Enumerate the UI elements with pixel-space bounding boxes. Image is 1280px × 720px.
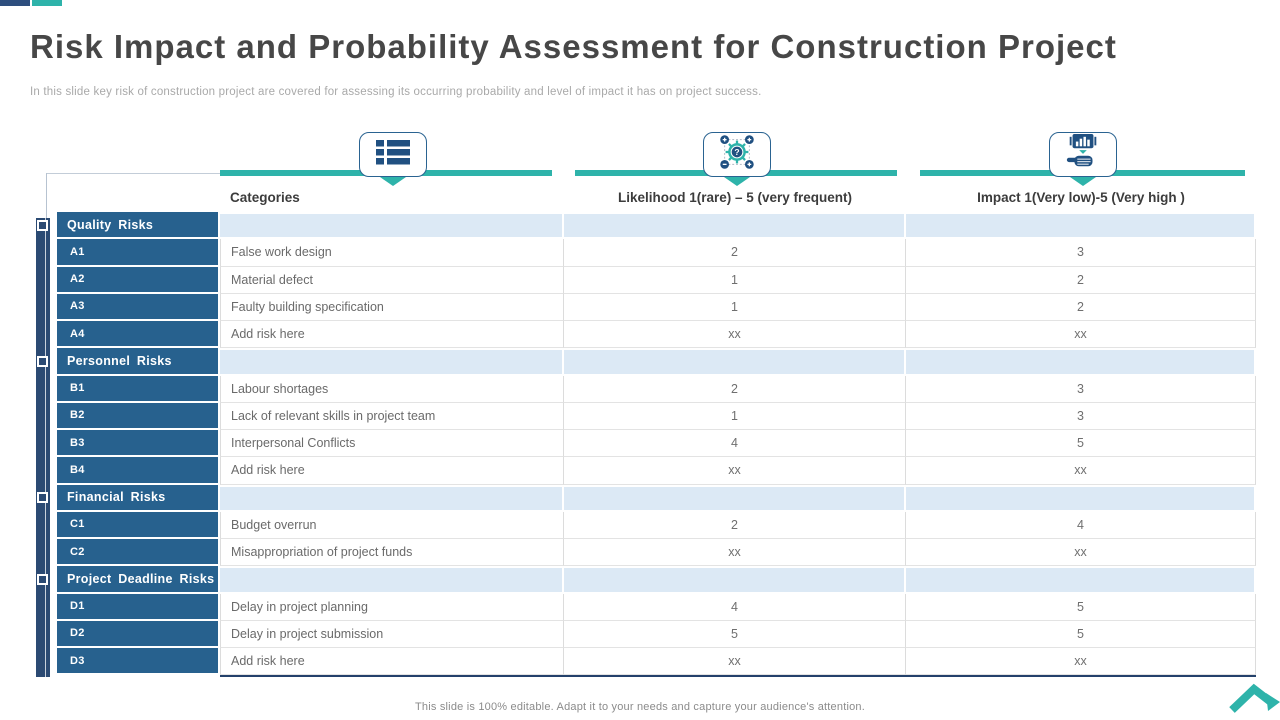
impact-value-cell: 3: [906, 239, 1256, 267]
likelihood-value-cell: 1: [564, 266, 906, 294]
likelihood-value-cell: 5: [564, 620, 906, 648]
top-navy-accent-bar: [0, 0, 30, 6]
likelihood-value-cell: 2: [564, 375, 906, 403]
impact-value-cell: 5: [906, 593, 1256, 621]
risk-name-cell: Add risk here: [220, 321, 564, 349]
risk-name-cell: Misappropriation of project funds: [220, 539, 564, 567]
footer-note: This slide is 100% editable. Adapt it to…: [415, 701, 865, 713]
sidebar-spine-bar: [36, 218, 50, 677]
sidebar-item-label: A4: [57, 321, 218, 349]
down-arrow-icon: [724, 177, 750, 186]
risk-name-cell: Faulty building specification: [220, 293, 564, 321]
risk-name-cell: Interpersonal Conflicts: [220, 430, 564, 458]
column-header-impact: Impact 1(Very low)-5 (Very high ): [906, 182, 1256, 212]
connector-node-personnel: [37, 356, 48, 367]
group-band-cell: [220, 484, 564, 512]
risk-name-cell: Budget overrun: [220, 511, 564, 539]
group-band-cell: [564, 566, 906, 594]
categories-icon-box: [359, 132, 427, 177]
risk-name-cell: Delay in project submission: [220, 620, 564, 648]
sidebar-group-label: Financial Risks: [57, 484, 218, 512]
table-bottom-border: [220, 675, 1256, 677]
likelihood-value-cell: 1: [564, 293, 906, 321]
impact-value-cell: 5: [906, 620, 1256, 648]
likelihood-value-cell: xx: [564, 457, 906, 485]
group-band-cell: [564, 484, 906, 512]
connector-node-deadline: [37, 574, 48, 585]
group-band-cell: [220, 348, 564, 376]
risk-name-cell: Add risk here: [220, 457, 564, 485]
group-band-cell: [906, 212, 1256, 240]
likelihood-value-cell: 4: [564, 593, 906, 621]
sidebar-header-spacer: [57, 182, 220, 212]
chevron-up-arrow-icon: [1228, 680, 1280, 719]
likelihood-icon-box: ?: [703, 132, 771, 177]
impact-value-cell: xx: [906, 648, 1256, 676]
risk-name-cell: False work design: [220, 239, 564, 267]
column-header-categories: Categories: [220, 182, 564, 212]
down-arrow-icon: [1070, 177, 1096, 186]
page-title: Risk Impact and Probability Assessment f…: [30, 28, 1117, 65]
impact-value-cell: 2: [906, 266, 1256, 294]
risk-name-cell: Material defect: [220, 266, 564, 294]
top-teal-accent-bar: [32, 0, 62, 6]
risk-name-cell: Add risk here: [220, 648, 564, 676]
group-band-cell: [906, 566, 1256, 594]
likelihood-value-cell: 2: [564, 239, 906, 267]
hand-holding-chart-icon: [1064, 133, 1102, 176]
gear-question-icon: ?: [718, 133, 756, 176]
connector-node-financial: [37, 492, 48, 503]
risk-assessment-table: Categories Likelihood 1(rare) – 5 (very …: [57, 182, 1256, 676]
sidebar-item-label: B4: [57, 457, 218, 485]
connector-node-quality: [37, 220, 48, 231]
impact-value-cell: xx: [906, 539, 1256, 567]
impact-icon-box: [1049, 132, 1117, 177]
connector-line-vertical: [46, 173, 47, 218]
risk-name-cell: Delay in project planning: [220, 593, 564, 621]
sidebar-item-label: A1: [57, 239, 218, 267]
sidebar-group-label: Project Deadline Risks: [57, 566, 218, 594]
impact-value-cell: 3: [906, 375, 1256, 403]
likelihood-value-cell: 2: [564, 511, 906, 539]
likelihood-value-cell: xx: [564, 648, 906, 676]
impact-value-cell: 3: [906, 402, 1256, 430]
risk-name-cell: Lack of relevant skills in project team: [220, 402, 564, 430]
sidebar-item-label: B2: [57, 402, 218, 430]
impact-value-cell: xx: [906, 457, 1256, 485]
impact-value-cell: 2: [906, 293, 1256, 321]
column-header-likelihood: Likelihood 1(rare) – 5 (very frequent): [564, 182, 906, 212]
impact-value-cell: xx: [906, 321, 1256, 349]
sidebar-item-label: A2: [57, 266, 218, 294]
impact-value-cell: 5: [906, 430, 1256, 458]
likelihood-value-cell: 1: [564, 402, 906, 430]
sidebar-item-label: B3: [57, 430, 218, 458]
risk-name-cell: Labour shortages: [220, 375, 564, 403]
sidebar-item-label: D3: [57, 648, 218, 676]
sidebar-group-label: Personnel Risks: [57, 348, 218, 376]
list-icon: [376, 139, 410, 170]
sidebar-item-label: A3: [57, 293, 218, 321]
group-band-cell: [564, 348, 906, 376]
sidebar-item-label: C1: [57, 511, 218, 539]
page-subtitle: In this slide key risk of construction p…: [30, 86, 762, 98]
likelihood-value-cell: 4: [564, 430, 906, 458]
likelihood-value-cell: xx: [564, 321, 906, 349]
sidebar-group-label: Quality Risks: [57, 212, 218, 240]
sidebar-item-label: C2: [57, 539, 218, 567]
group-band-cell: [906, 348, 1256, 376]
group-band-cell: [220, 212, 564, 240]
sidebar-item-label: B1: [57, 375, 218, 403]
group-band-cell: [220, 566, 564, 594]
sidebar-spine-line: [45, 218, 46, 677]
sidebar-item-label: D2: [57, 620, 218, 648]
svg-text:?: ?: [734, 147, 739, 157]
likelihood-value-cell: xx: [564, 539, 906, 567]
down-arrow-icon: [380, 177, 406, 186]
group-band-cell: [564, 212, 906, 240]
sidebar-item-label: D1: [57, 593, 218, 621]
group-band-cell: [906, 484, 1256, 512]
connector-line-horizontal: [46, 173, 220, 174]
impact-value-cell: 4: [906, 511, 1256, 539]
